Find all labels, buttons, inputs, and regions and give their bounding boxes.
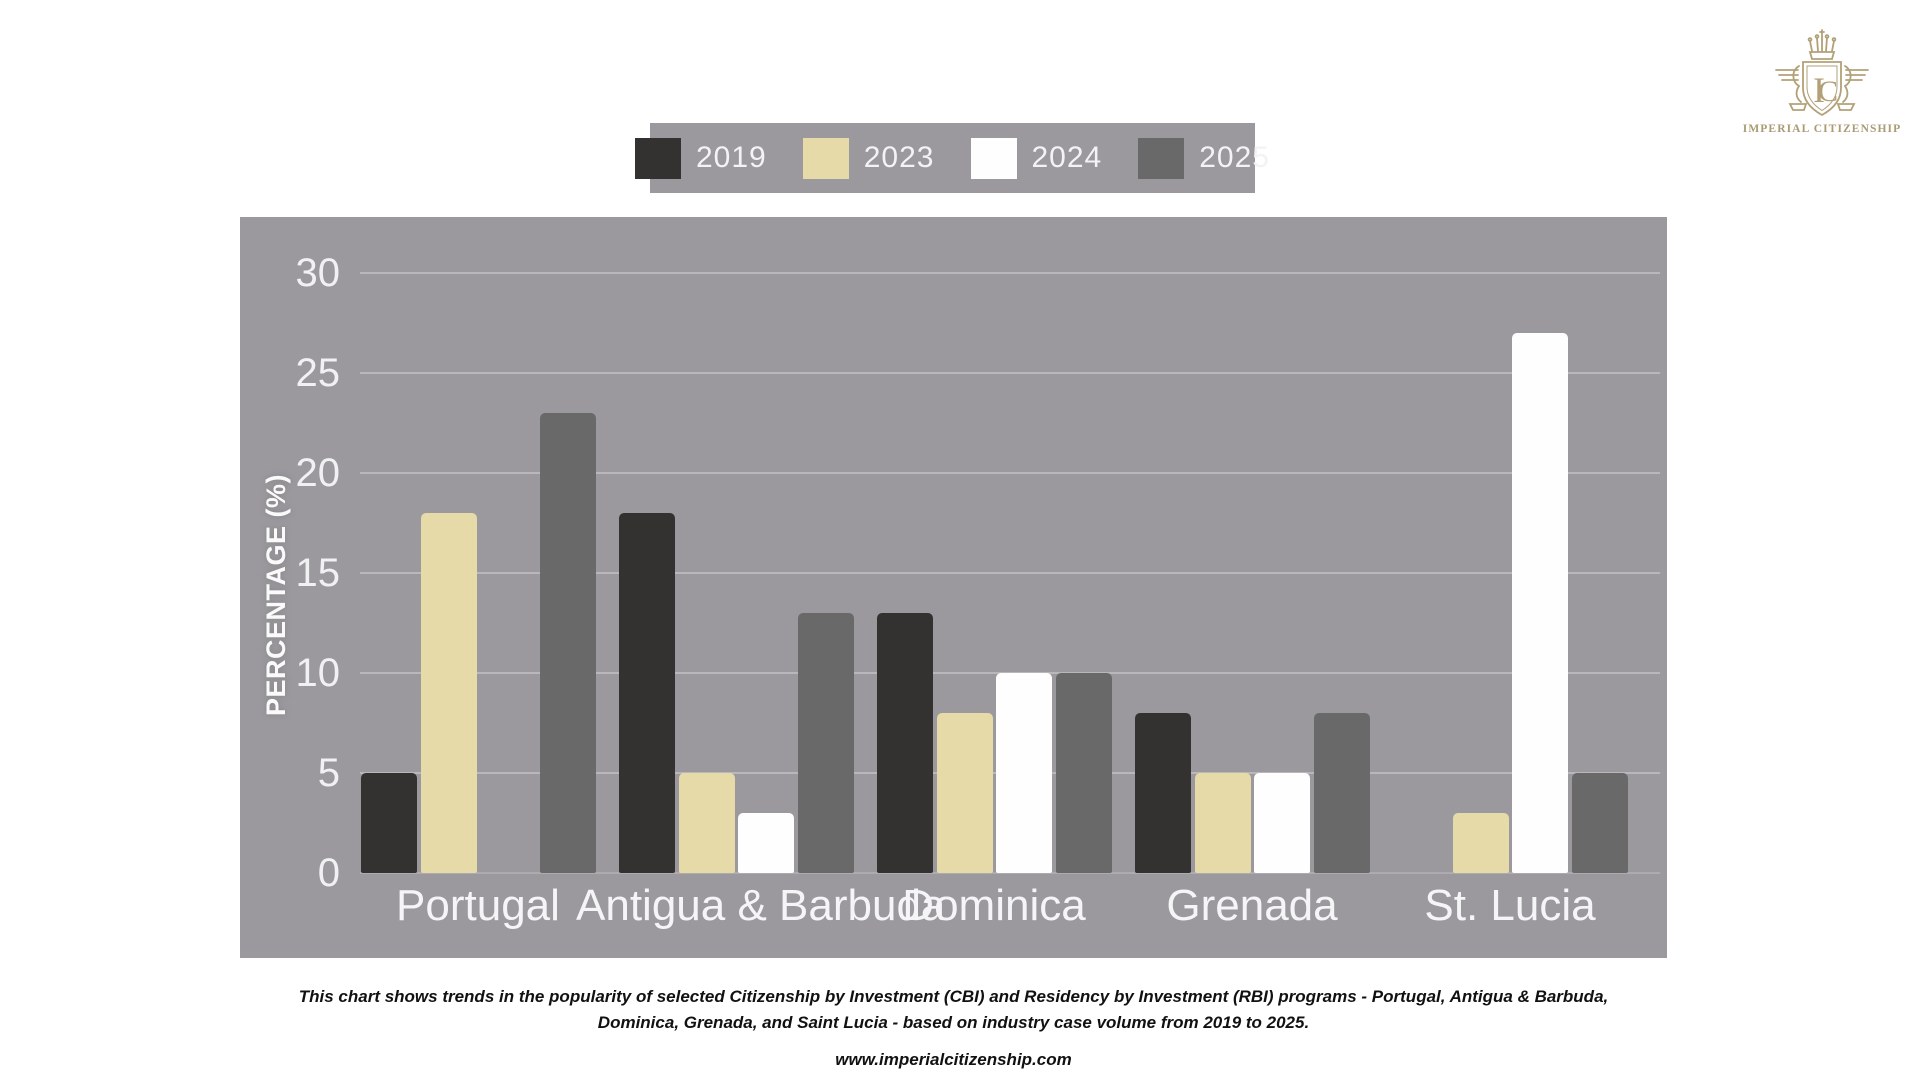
bar-2019-Dominica bbox=[877, 613, 933, 873]
gridline-15 bbox=[360, 572, 1660, 574]
bar-chart-panel: PERCENTAGE (%) 0 5 10 15 20 25 30 Portugal Antig… bbox=[240, 217, 1667, 958]
caption-line-2: Dominica, Grenada, and Saint Lucia - bas… bbox=[597, 1013, 1310, 1032]
legend-label: 2023 bbox=[863, 141, 935, 174]
bar-2025-Dominica bbox=[1055, 673, 1112, 873]
legend-item-2025: 2025 bbox=[1138, 137, 1270, 179]
bar-2025-Antigua & Barbuda bbox=[797, 613, 854, 873]
y-tick-label-0: 0 bbox=[317, 851, 340, 895]
crown-icon bbox=[1808, 51, 1836, 60]
legend-label: 2019 bbox=[696, 141, 767, 174]
gridline-30 bbox=[360, 272, 1660, 274]
bar-2019-Portugal bbox=[361, 773, 417, 873]
legend-swatch-2024 bbox=[970, 137, 1017, 179]
legend-label: 2025 bbox=[1199, 141, 1270, 174]
legend-label: 2024 bbox=[1031, 141, 1103, 174]
chart-legend: 2019 2023 2024 2025 bbox=[635, 123, 1269, 193]
y-tick-label-5: 5 bbox=[317, 751, 340, 795]
bar-2024-Grenada bbox=[1254, 773, 1310, 873]
bar-2024-Dominica bbox=[996, 673, 1052, 873]
bar-2025-Portugal bbox=[539, 413, 596, 873]
legend-swatch-2025 bbox=[1138, 137, 1185, 179]
bar-2023-St. Lucia bbox=[1452, 813, 1509, 873]
bar-2025-St. Lucia bbox=[1571, 773, 1628, 873]
bar-2025-Grenada bbox=[1313, 713, 1370, 873]
y-tick-label-15: 15 bbox=[295, 551, 341, 595]
caption-line-1: This chart shows trends in the popularit… bbox=[298, 987, 1609, 1006]
y-tick-label-10: 10 bbox=[295, 651, 341, 695]
bar-2023-Grenada bbox=[1194, 773, 1251, 873]
brand-name: IMPERIAL CITIZENSHIP bbox=[1742, 123, 1902, 135]
brand-logo: C I IMPERIAL CITIZENSHIP bbox=[1740, 26, 1904, 135]
y-tick-label-20: 20 bbox=[295, 451, 341, 495]
imperial-crest-icon: C I bbox=[1775, 29, 1869, 117]
x-axis-label-Antigua & Barbuda: Antigua & Barbuda bbox=[576, 881, 946, 930]
bar-2023-Dominica bbox=[936, 713, 993, 873]
x-axis-label-St. Lucia: St. Lucia bbox=[1424, 881, 1596, 930]
legend-swatch-2019 bbox=[635, 137, 681, 179]
bar-2023-Antigua & Barbuda bbox=[678, 773, 735, 873]
chart-caption: This chart shows trends in the popularit… bbox=[240, 984, 1667, 1036]
y-tick-label-30: 30 bbox=[295, 251, 341, 295]
gridline-25 bbox=[360, 372, 1660, 374]
shield-icon bbox=[1802, 61, 1842, 117]
bar-2024-Antigua & Barbuda bbox=[738, 813, 794, 873]
y-tick-label-25: 25 bbox=[295, 351, 341, 395]
legend-swatch-2023 bbox=[802, 137, 849, 179]
bar-2024-St. Lucia bbox=[1512, 333, 1568, 873]
x-axis-label-Portugal: Portugal bbox=[396, 881, 560, 930]
gridline-0 bbox=[360, 872, 1660, 874]
x-axis-label-Dominica: Dominica bbox=[902, 881, 1086, 930]
bar-2019-Grenada bbox=[1135, 713, 1191, 873]
monogram-c: C bbox=[1818, 75, 1838, 108]
gridline-20 bbox=[360, 472, 1660, 474]
monogram-i: I bbox=[1813, 70, 1825, 110]
legend-item-2019: 2019 bbox=[635, 137, 767, 179]
bar-2019-Antigua & Barbuda bbox=[619, 513, 675, 873]
x-axis-label-Grenada: Grenada bbox=[1166, 881, 1338, 930]
website-url: www.imperialcitizenship.com bbox=[835, 1050, 1072, 1069]
legend-item-2024: 2024 bbox=[970, 137, 1103, 179]
legend-item-2023: 2023 bbox=[802, 137, 935, 179]
bar-2023-Portugal bbox=[420, 513, 477, 873]
